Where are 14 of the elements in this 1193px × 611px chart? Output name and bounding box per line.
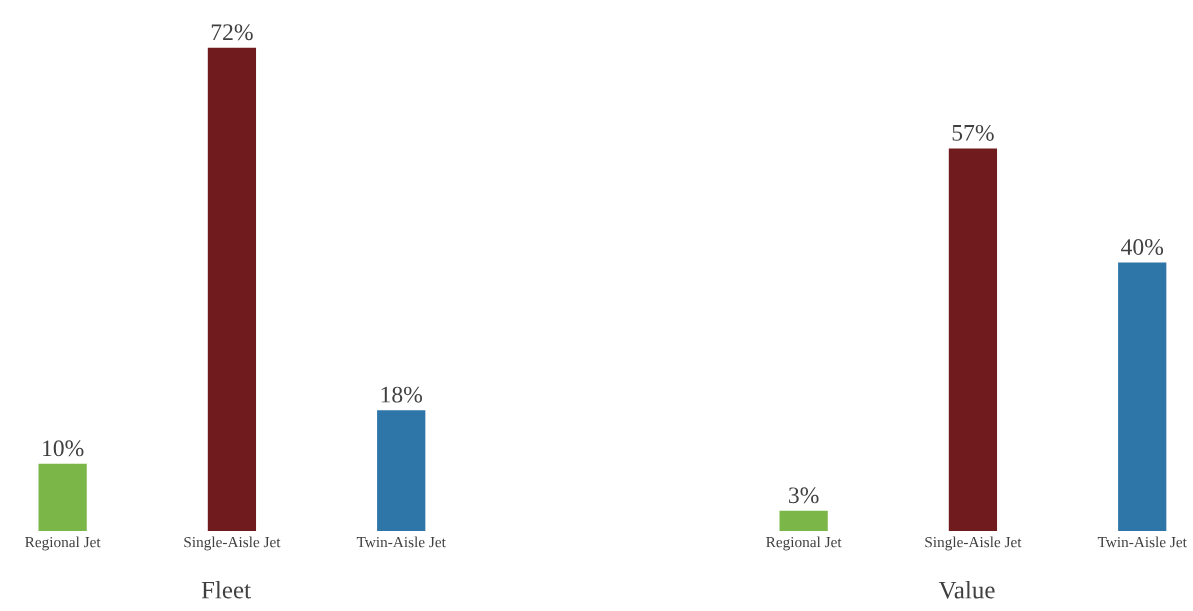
x-tick-label: Twin-Aisle Jet — [1097, 536, 1187, 548]
x-tick-label: Regional Jet — [766, 536, 842, 551]
data-label: 10% — [43, 440, 84, 457]
data-label: 57% — [952, 124, 994, 141]
x-tick-label: Regional Jet — [25, 536, 101, 551]
data-label: 40% — [1121, 238, 1164, 255]
x-axis-title: Fleet — [201, 580, 251, 599]
data-label: 72% — [211, 24, 253, 41]
x-tick-label: Single-Aisle Jet — [184, 536, 281, 551]
x-tick-label: Twin-Aisle Jet — [356, 536, 446, 548]
x-tick-label: Single-Aisle Jet — [925, 536, 1022, 551]
data-label: 18% — [381, 386, 423, 403]
x-axis-title: Value — [938, 580, 995, 599]
data-label: 3% — [789, 487, 819, 504]
